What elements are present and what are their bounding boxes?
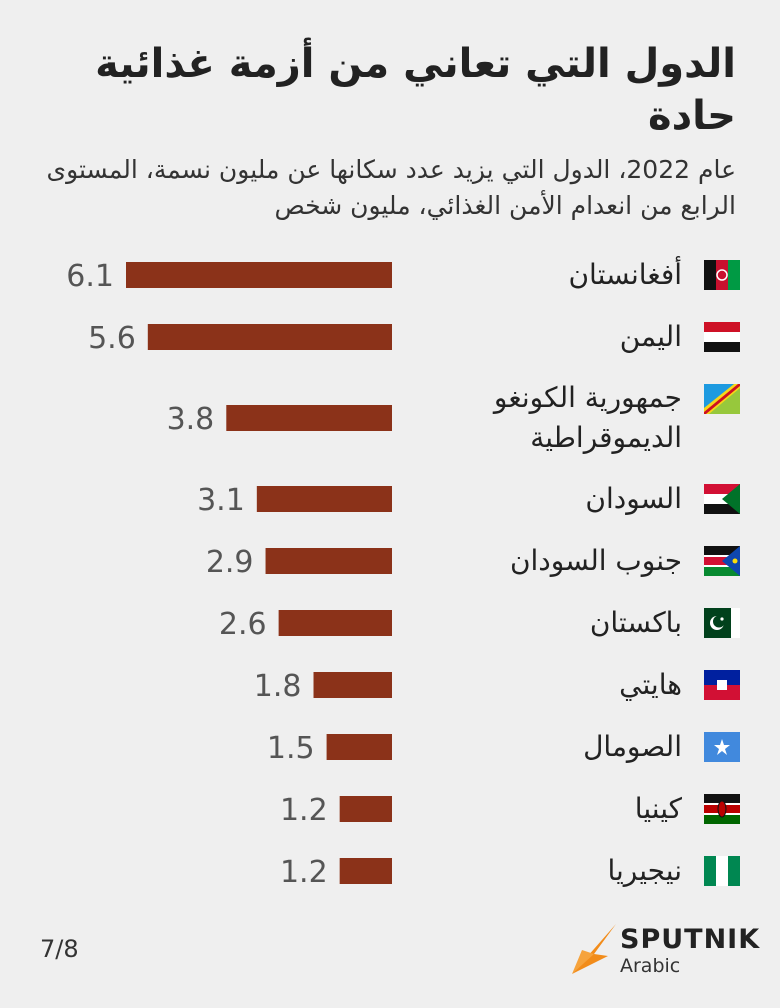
country-label: هايتي	[619, 668, 682, 701]
bar	[339, 858, 392, 884]
chart-title: الدول التي تعاني من أزمة غذائية حادة	[95, 41, 736, 139]
country-label: كينيا	[634, 792, 682, 825]
bar	[278, 610, 392, 636]
sudan-flag-icon	[704, 484, 740, 514]
country-label: السودان	[585, 482, 682, 515]
pakistan-flag-icon	[704, 608, 740, 638]
value-label: 2.9	[206, 545, 254, 580]
bar	[313, 672, 392, 698]
value-label: 1.2	[280, 855, 328, 890]
country-label: نيجيريا	[607, 854, 682, 887]
dr-congo-flag-icon	[704, 384, 740, 414]
somalia-flag-icon	[704, 732, 740, 762]
kenya-flag-icon	[704, 794, 740, 824]
country-label: الصومال	[583, 730, 682, 763]
bar	[265, 548, 392, 574]
sputnik-logo: SPUTNIK Arabic	[568, 922, 759, 978]
logo-name: SPUTNIK	[620, 924, 761, 955]
logo-subtitle: Arabic	[620, 955, 681, 977]
value-label: 6.1	[66, 259, 114, 294]
country-label: أفغانستان	[568, 258, 682, 291]
value-label: 2.6	[219, 607, 267, 642]
value-label: 1.2	[280, 793, 328, 828]
nigeria-flag-icon	[704, 856, 740, 886]
bar	[147, 324, 392, 350]
value-label: 5.6	[88, 321, 136, 356]
yemen-flag-icon	[704, 322, 740, 352]
chart-subtitle: عام 2022، الدول التي يزيد عدد سكانها عن …	[46, 155, 737, 220]
bar	[126, 262, 392, 288]
value-label: 1.8	[254, 669, 302, 704]
country-label: جنوب السودان	[509, 544, 682, 577]
country-label: جمهورية الكونغو الديموقراطية	[493, 381, 682, 454]
page-number: 7/8	[40, 935, 79, 963]
sputnik-logo-icon	[572, 924, 616, 974]
country-label: باكستان	[589, 606, 682, 639]
bar	[256, 486, 392, 512]
value-label: 3.1	[197, 483, 245, 518]
afghanistan-flag-icon	[704, 260, 740, 290]
bar	[226, 405, 392, 431]
country-label: اليمن	[619, 320, 682, 353]
value-label: 3.8	[167, 402, 215, 437]
bar	[326, 734, 392, 760]
value-label: 1.5	[267, 731, 315, 766]
haiti-flag-icon	[704, 670, 740, 700]
bar	[339, 796, 392, 822]
south-sudan-flag-icon	[704, 546, 740, 576]
